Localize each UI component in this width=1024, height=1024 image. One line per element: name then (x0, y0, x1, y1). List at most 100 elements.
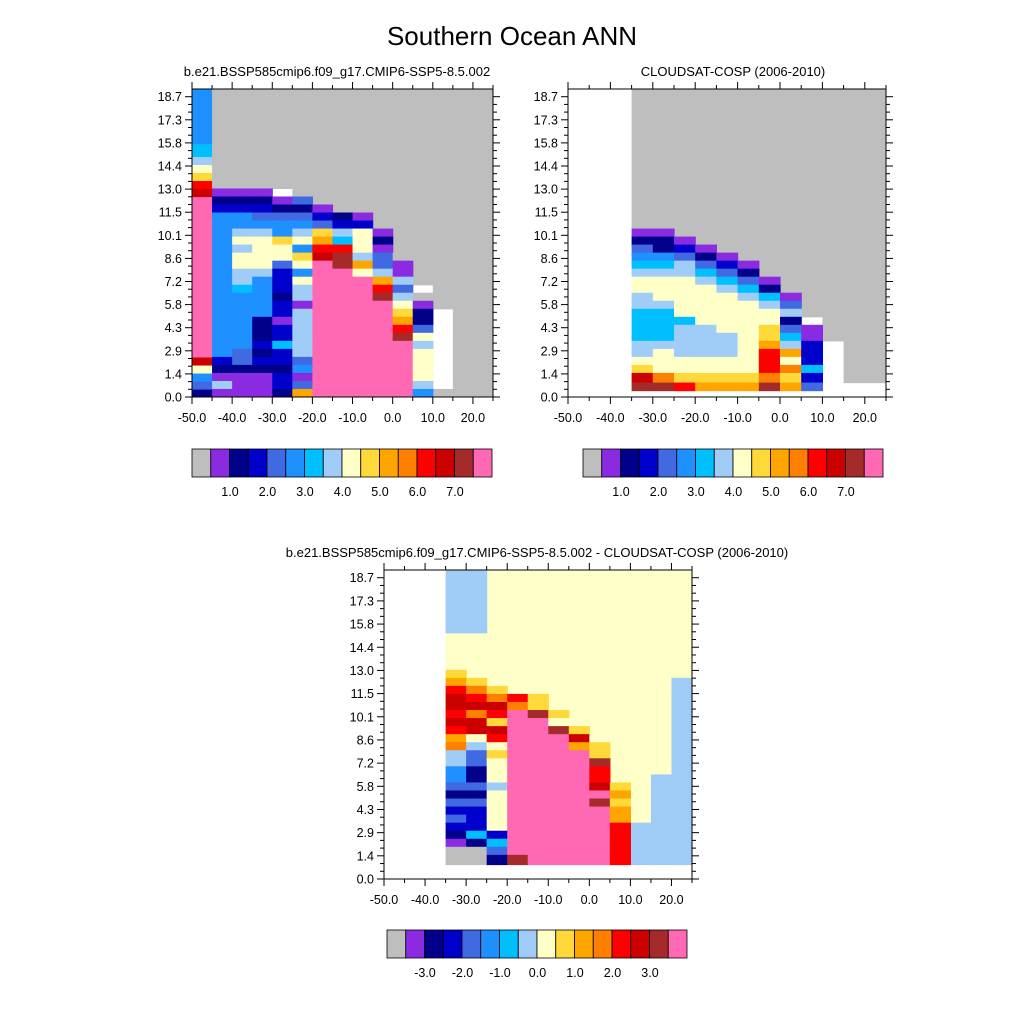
y-tick-label: 10.1 (350, 710, 374, 724)
colorbar-box (667, 929, 688, 959)
heatmap-cell (332, 324, 354, 334)
heatmap-cell (272, 292, 293, 302)
heatmap-cell (716, 292, 739, 302)
heatmap-cell (372, 348, 394, 358)
x-tick-label: -50.0 (178, 411, 207, 425)
heatmap-cell (332, 252, 354, 262)
heatmap-cell (272, 212, 293, 222)
heatmap-cell (548, 846, 570, 856)
y-tick-label: 7.2 (541, 275, 558, 289)
heatmap-cell (674, 382, 696, 392)
heatmap-cell (445, 570, 488, 634)
heatmap-cell (372, 356, 394, 366)
heatmap-cell (252, 356, 273, 366)
heatmap-cell (445, 782, 467, 792)
colorbar-label: 6.0 (800, 485, 817, 499)
heatmap-cell (392, 340, 414, 350)
heatmap-cell (695, 260, 717, 270)
heatmap-cell (272, 204, 293, 214)
heatmap-cell (486, 758, 508, 767)
x-tick-label: -10.0 (338, 411, 367, 425)
heatmap-cell (232, 388, 253, 397)
heatmap-cell (589, 758, 611, 767)
heatmap-cell (695, 316, 717, 326)
heatmap-cell (609, 830, 631, 840)
heatmap-cell (466, 766, 488, 775)
x-tick-label: 0.0 (384, 411, 401, 425)
heatmap-cell (332, 89, 354, 214)
colorbar-label: 6.0 (409, 485, 426, 499)
y-tick-label: 15.8 (534, 136, 558, 150)
heatmap-cell (674, 356, 696, 366)
heatmap-cell (527, 822, 549, 832)
heatmap-cell (548, 822, 570, 832)
heatmap-cell (272, 300, 293, 310)
heatmap-cell (737, 316, 760, 326)
heatmap-cell (716, 340, 739, 350)
heatmap-cell (432, 89, 454, 310)
heatmap-cell (674, 268, 696, 278)
heatmap-cell (332, 388, 354, 397)
colorbar-box (695, 448, 715, 478)
heatmap-cell (232, 244, 253, 254)
heatmap-cell (631, 372, 654, 384)
heatmap-cell (568, 814, 590, 824)
heatmap-cell (758, 372, 781, 384)
heatmap-cell (548, 726, 570, 735)
heatmap-cell (445, 742, 467, 751)
heatmap-cell (780, 308, 802, 318)
heatmap-cell (212, 228, 233, 238)
heatmap-cell (780, 332, 802, 342)
heatmap-cell (212, 284, 233, 294)
heatmap-cell (332, 300, 354, 310)
heatmap-cell (652, 276, 675, 286)
colorbar-label: 2.0 (650, 485, 667, 499)
heatmap-cell (372, 332, 394, 342)
heatmap-cell (332, 212, 354, 222)
x-tick-label: -40.0 (411, 893, 440, 907)
heatmap-cell (192, 89, 213, 145)
heatmap-cell (716, 356, 739, 366)
heatmap-cell (486, 710, 508, 719)
heatmap-cell (737, 268, 760, 278)
heatmap-cell (252, 388, 273, 397)
y-tick-label: 5.8 (165, 298, 182, 312)
heatmap-cell (232, 188, 253, 198)
x-tick-label: -30.0 (452, 893, 481, 907)
heatmap-cell (312, 212, 334, 222)
heatmap-cell (737, 308, 760, 318)
heatmap-cell (312, 380, 334, 390)
heatmap-cell (445, 685, 467, 695)
heatmap-cell (568, 734, 590, 743)
heatmap-cell (568, 790, 590, 800)
heatmap-cell (486, 774, 508, 784)
heatmap-cell (392, 348, 414, 358)
heatmap-cell (631, 284, 654, 294)
colorbar-box (266, 448, 287, 478)
heatmap-cell (445, 718, 467, 727)
heatmap-cell (392, 260, 414, 270)
y-tick-label: 8.6 (541, 252, 558, 266)
heatmap-cell (445, 693, 467, 703)
heatmap-cell (527, 854, 549, 866)
y-tick-label: 1.4 (165, 367, 182, 381)
colorbar-label: 1.0 (566, 966, 583, 980)
heatmap-cell (352, 244, 374, 254)
heatmap-cell (758, 316, 781, 326)
colorbar-box (788, 448, 809, 478)
heatmap-cell (372, 268, 394, 278)
heatmap-cell (432, 388, 454, 397)
heatmap-cell (352, 300, 374, 310)
heatmap-cell (609, 822, 631, 832)
heatmap-cell (212, 252, 233, 262)
heatmap-cell (332, 268, 354, 278)
colorbar-box (517, 929, 538, 959)
heatmap-cell (292, 380, 313, 390)
heatmap-cell (252, 244, 273, 254)
x-tick-label: -20.0 (298, 411, 327, 425)
heatmap-cell (527, 758, 549, 767)
heatmap-cell (272, 196, 293, 206)
y-tick-label: 8.6 (357, 733, 374, 747)
x-tick-label: -30.0 (258, 411, 287, 425)
heatmap-cell (548, 758, 570, 767)
